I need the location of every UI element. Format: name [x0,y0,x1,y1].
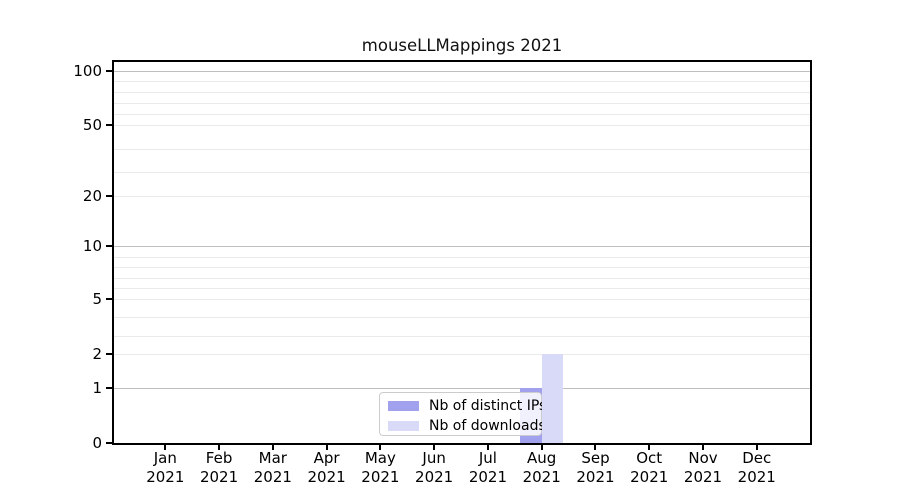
plot-inner: Nb of distinct IPs Nb of downloads [114,62,810,443]
x-tick-mark [540,443,543,450]
x-tick-label: Jan 2021 [146,449,185,486]
gridline [114,196,810,197]
gridline [114,267,810,269]
chart-title: mouseLLMappings 2021 [361,36,563,55]
x-tick-label: Mar 2021 [253,449,292,486]
x-tick-mark [594,443,597,450]
x-tick-mark [271,443,274,450]
x-tick-label: Dec 2021 [737,449,776,486]
gridline [114,114,810,116]
x-tick-mark [755,443,758,450]
gridline [114,317,810,319]
y-tick-label: 1 [92,378,102,397]
gridline [114,387,810,389]
y-tick-label: 100 [73,61,102,80]
x-tick-label: Jul 2021 [468,449,507,486]
y-tick-label: 20 [82,187,102,205]
legend-label: Nb of downloads [429,417,546,434]
x-tick-label: Feb 2021 [199,449,239,486]
y-tick-mark [106,298,113,300]
bar-nb-of-downloads [541,354,564,443]
y-tick-label: 0 [92,434,102,452]
gridline [114,299,810,300]
x-tick-mark [433,443,436,450]
y-tick-label: 5 [92,290,102,308]
gridline [114,125,810,126]
legend-row: Nb of distinct IPs [388,396,546,415]
gridline [114,81,810,83]
x-tick-label: Sep 2021 [576,449,615,486]
y-tick-mark [106,195,113,197]
y-tick-mark [106,124,113,126]
legend-swatch [388,420,419,431]
legend: Nb of distinct IPs Nb of downloads [379,392,546,436]
y-tick-mark [106,245,113,247]
y-tick-mark [106,386,113,389]
x-tick-label: Oct 2021 [630,449,669,486]
y-tick-label: 10 [82,237,102,255]
y-tick-label: 2 [92,345,102,363]
gridline [114,354,810,355]
legend-label: Nb of distinct IPs [429,397,547,414]
gridline [114,92,810,94]
gridline [114,172,810,174]
legend-swatch [388,400,419,411]
x-tick-mark [218,443,221,450]
x-tick-mark [648,443,651,450]
y-tick-mark [106,442,113,444]
gridline [114,335,810,337]
x-tick-mark [486,443,489,450]
x-tick-mark [702,443,704,450]
gridline [114,70,810,72]
x-tick-mark [164,443,167,450]
x-tick-mark [325,443,328,450]
y-tick-mark [106,69,113,72]
gridline [114,246,810,247]
x-tick-label: May 2021 [361,449,400,486]
y-tick-label: 50 [82,116,102,134]
x-tick-label: Aug 2021 [522,449,561,486]
gridline [114,288,810,290]
legend-row: Nb of downloads [388,416,546,435]
x-tick-label: Apr 2021 [307,449,346,486]
plot-area: Nb of distinct IPs Nb of downloads [112,60,812,445]
x-tick-mark [379,443,382,450]
x-tick-label: Nov 2021 [683,449,723,486]
gridline [114,277,810,279]
gridline [114,148,810,150]
y-tick-mark [106,353,113,355]
x-tick-label: Jun 2021 [415,449,454,486]
gridline [114,256,810,258]
gridline [114,103,810,105]
